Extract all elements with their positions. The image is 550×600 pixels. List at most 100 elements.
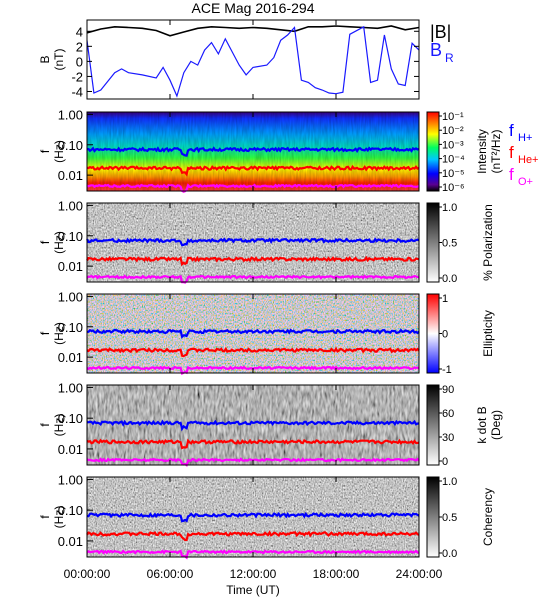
coherency-ylabel: f (38, 515, 52, 519)
gyro-line-h (87, 328, 420, 339)
kdotb-ylabel: f (38, 423, 52, 427)
coherency-ylabel-unit: (Hz) (52, 506, 66, 529)
x-axis-title: Time (UT) (226, 583, 280, 597)
xtick-label: 00:00:00 (64, 567, 111, 581)
b-ytick-label: 0 (76, 54, 83, 69)
intensity-cbar-tick-label: 10⁻³ (442, 139, 464, 151)
legend-ion-1: f (509, 143, 514, 162)
panel-b: 420-2-4B (nT)|B|B R (38, 19, 454, 100)
coherency-colorbar-title: Coherency (481, 488, 495, 546)
gyro-line-h (86, 237, 420, 247)
panel-kdotb: 1.00 0.10 0.01 f (Hz) 90 60 30 0 k dot B (Deg) (38, 380, 503, 468)
legend-ion-sub-0: H+ (518, 132, 532, 144)
legend-br-sub: R (445, 51, 454, 65)
panel-coherency: 1.00 0.10 0.01 f (Hz) 1.0 0.5 0.0 Coherency (38, 472, 495, 560)
b-ytick-label: -2 (71, 69, 83, 84)
gyro-line-he (86, 346, 420, 358)
ellipticity-ytick-label: 0.01 (58, 350, 83, 365)
intensity-colorbar-title: Intensity (475, 129, 489, 174)
polarization-ylabel-unit: (Hz) (52, 231, 66, 254)
b-ytick-label: 2 (76, 39, 83, 54)
xtick-label: 18:00:00 (313, 567, 360, 581)
gyro-line-h (86, 511, 420, 523)
intensity-colorbar (426, 111, 440, 192)
b-ytick-label: -4 (71, 84, 83, 99)
xtick-label: 06:00:00 (147, 567, 194, 581)
panels: 420-2-4B (nT)|B|B R1.000.100.01f (Hz)10⁻¹10… (38, 19, 539, 560)
gyro-line-he (86, 530, 420, 542)
gyro-line-he (86, 438, 420, 450)
intensity-cbar-tick-label: 10⁻¹ (442, 111, 464, 123)
polarization-cbar-tick-label: 0.5 (442, 238, 457, 250)
polarization-ylabel: f (38, 240, 52, 244)
panel-ellipticity: 1.00 0.10 0.01 f (Hz) 1 0 -1 Ellipticity (38, 289, 495, 376)
ellipticity-cbar-tick-label: -1 (442, 364, 452, 376)
series-br (86, 25, 420, 98)
coherency-ytick-label: 1.00 (58, 472, 83, 487)
kdotb-cbar-tick-label: 90 (442, 384, 454, 396)
intensity-cbar-tick-label: 10⁻² (442, 125, 464, 137)
polarization-colorbar-title: % Polarization (481, 204, 495, 281)
gyro-line-he (86, 255, 420, 267)
intensity-cbar-tick-label: 10⁻⁴ (442, 154, 465, 166)
gyro-line-h (86, 419, 420, 432)
ellipticity-cbar-tick-label: 0 (442, 329, 448, 341)
kdotb-cbar-tick-label: 60 (442, 408, 454, 420)
intensity-ytick-label: 0.01 (58, 168, 83, 183)
kdotb-colorbar-unit: (Deg) (489, 410, 503, 440)
polarization-ytick-label: 0.10 (58, 229, 83, 244)
kdotb-cbar-tick-label: 0 (442, 456, 448, 468)
polarization-colorbar (426, 202, 440, 283)
coherency-colorbar (426, 476, 440, 558)
panel-polarization: 1.00 0.10 0.01 f (Hz) 1.0 0.5 0.0 % Polarization (38, 198, 495, 285)
intensity-colorbar-unit: (nT²/Hz) (489, 130, 503, 174)
b-ylabel-unit: (nT) (52, 49, 66, 71)
intensity-cbar-tick-label: 10⁻⁶ (442, 182, 465, 194)
kdotb-ytick-label: 0.01 (58, 442, 83, 457)
figure-title: ACE Mag 2016-294 (192, 0, 315, 16)
ellipticity-ylabel-unit: (Hz) (52, 322, 66, 345)
intensity-ytick-label: 1.00 (58, 107, 83, 122)
ellipticity-colorbar (426, 293, 440, 374)
legend-ion-sub-1: He+ (518, 154, 539, 166)
kdotb-colorbar-title: k dot B (475, 406, 489, 443)
coherency-cbar-tick-label: 0.5 (442, 512, 457, 524)
kdotb-texture (87, 385, 419, 465)
xtick-label: 12:00:00 (230, 567, 277, 581)
kdotb-ytick-label: 1.00 (58, 380, 83, 395)
xtick-label: 24:00:00 (396, 567, 443, 581)
ellipticity-cbar-tick-label: 1 (442, 293, 448, 305)
intensity-ylabel-unit: (Hz) (52, 140, 66, 163)
kdotb-cbar-tick-label: 30 (442, 432, 454, 444)
coherency-cbar-tick-label: 1.0 (442, 476, 457, 488)
polarization-cbar-tick-label: 1.0 (442, 202, 457, 214)
kdotb-colorbar (426, 384, 440, 466)
coherency-cbar-tick-label: 0.0 (442, 548, 457, 560)
intensity-texture (87, 112, 419, 191)
polarization-ytick-label: 0.01 (58, 259, 83, 274)
polarization-texture (87, 203, 419, 282)
polarization-ytick-label: 1.00 (58, 198, 83, 213)
legend-ion-2: f (509, 165, 514, 184)
gyro-line-h (86, 146, 420, 157)
gyro-line-he (86, 164, 420, 177)
kdotb-ylabel-unit: (Hz) (52, 414, 66, 437)
gyro-line-o (86, 274, 420, 284)
x-axis: 00:00:00 06:00:00 12:00:00 18:00:00 24:00:00 (64, 20, 443, 581)
coherency-texture (87, 477, 419, 557)
ellipticity-ylabel: f (38, 331, 52, 335)
intensity-cbar-tick-label: 10⁻⁵ (442, 168, 465, 180)
intensity-ytick-label: 0.10 (58, 138, 83, 153)
panel-intensity: 1.000.100.01f (Hz)10⁻¹10⁻²10⁻³10⁻⁴10⁻⁵10⁻… (38, 107, 539, 194)
legend-ion-sub-2: O+ (518, 176, 533, 188)
kdotb-ytick-label: 0.10 (58, 411, 83, 426)
b-plot-area (87, 20, 419, 99)
gyro-line-o (86, 549, 420, 560)
intensity-ylabel: f (38, 149, 52, 153)
legend-ion-0: f (509, 121, 514, 140)
b-ylabel: B (38, 55, 52, 63)
coherency-ytick-label: 0.10 (58, 503, 83, 518)
coherency-ytick-label: 0.01 (58, 534, 83, 549)
b-ytick-label: 4 (76, 24, 83, 39)
